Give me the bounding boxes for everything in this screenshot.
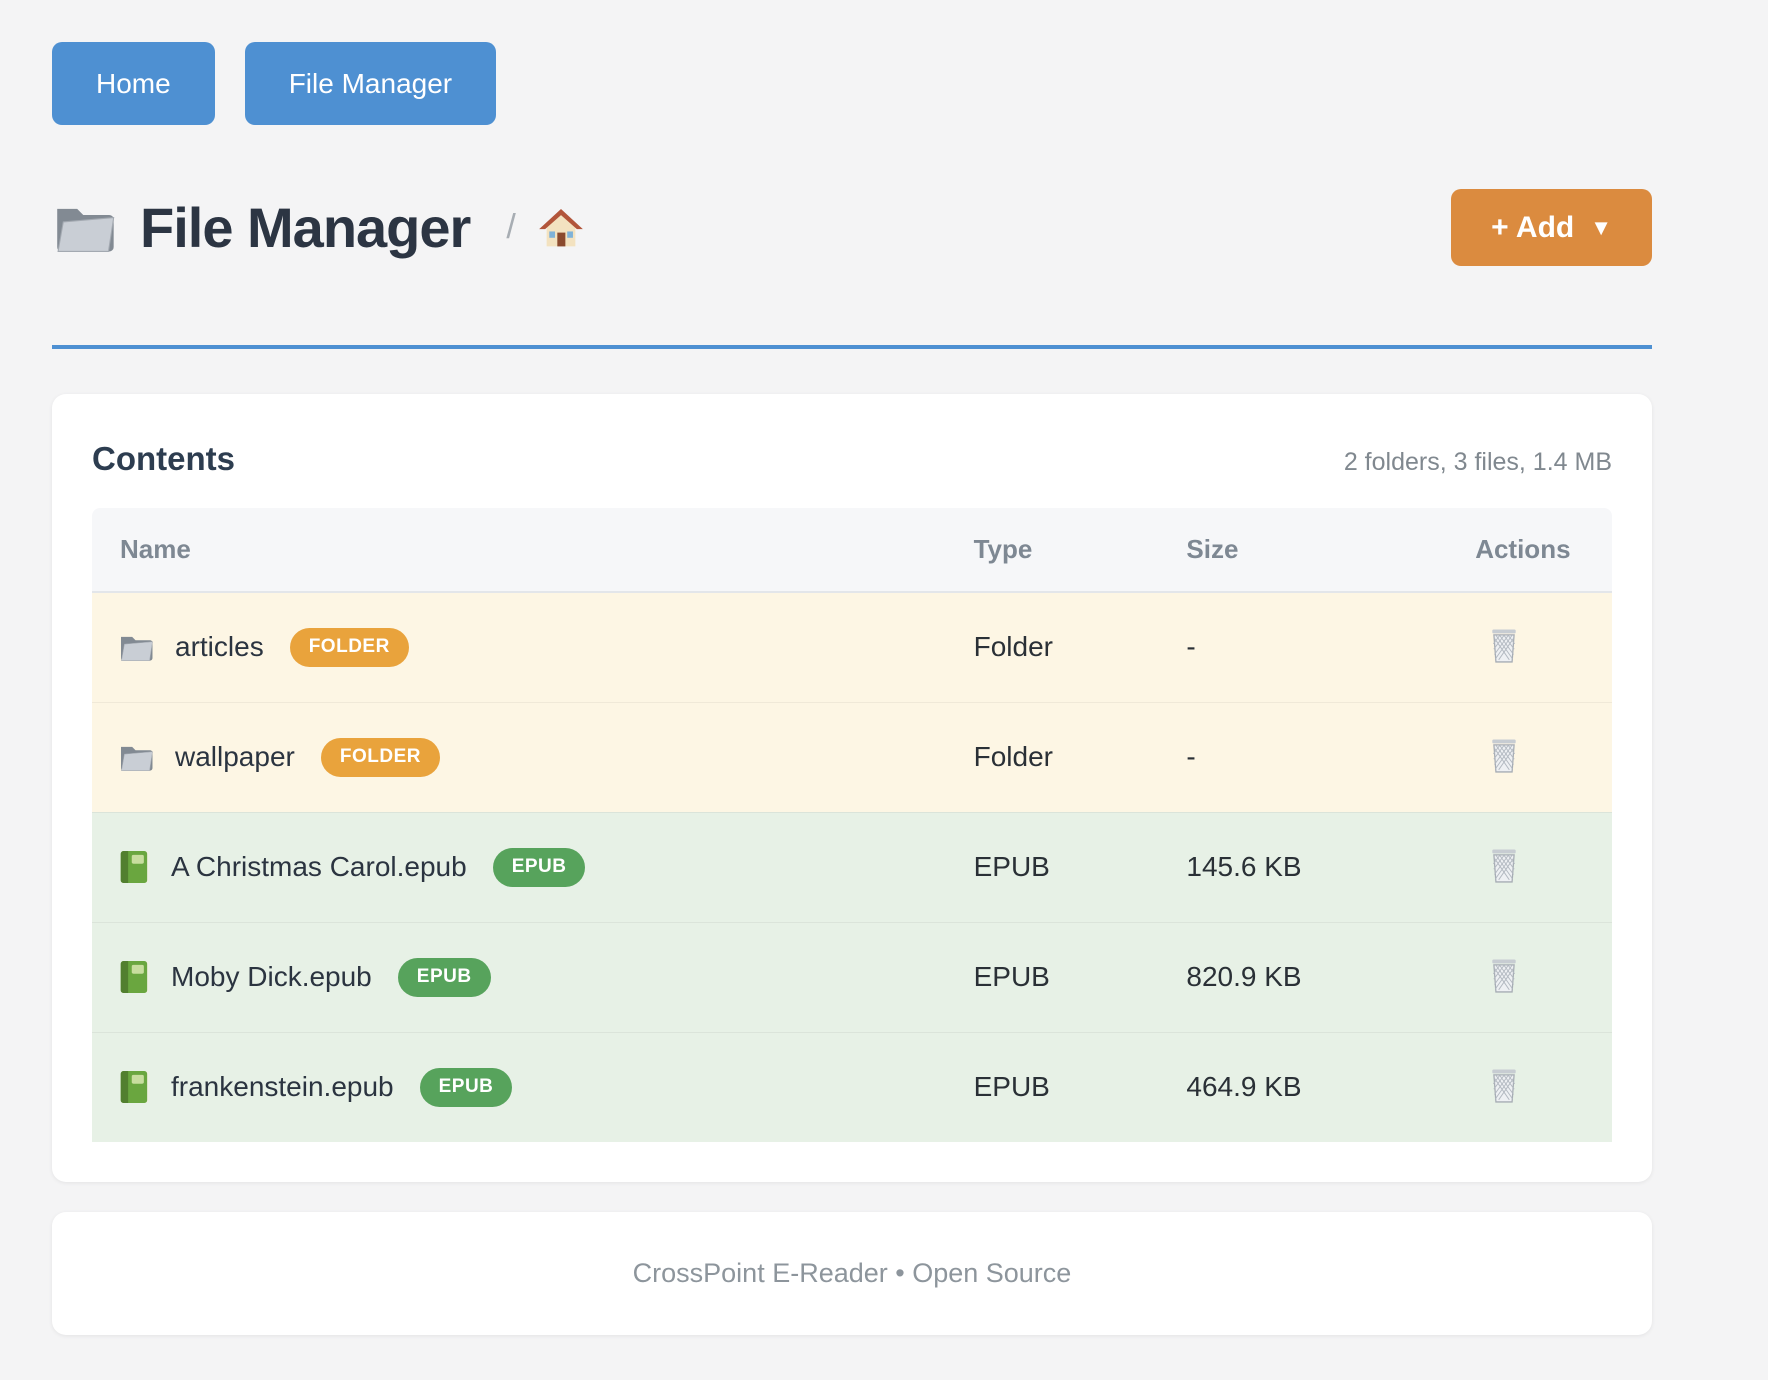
file-table: Name Type Size Actions xyxy=(92,508,1612,1142)
file-type-badge: FOLDER xyxy=(289,627,409,667)
column-header-size: Size xyxy=(1186,508,1476,593)
column-header-name: Name xyxy=(92,508,974,593)
open-folder-icon xyxy=(52,200,118,256)
file-size: 464.9 KB xyxy=(1186,1031,1476,1142)
nav-button-file-manager[interactable]: File Manager xyxy=(244,42,497,125)
book-icon xyxy=(118,849,151,885)
trash-icon xyxy=(1489,849,1519,883)
delete-button[interactable] xyxy=(1485,625,1523,667)
file-size: 820.9 KB xyxy=(1186,921,1476,1032)
page: Home File Manager File Manager / xyxy=(52,0,1652,1335)
folder-icon xyxy=(118,632,155,663)
file-size: - xyxy=(1186,701,1476,812)
caret-down-icon: ▼ xyxy=(1590,214,1612,240)
book-icon xyxy=(118,1069,151,1105)
trash-icon xyxy=(1489,629,1519,663)
footer-card: CrossPoint E-Reader • Open Source xyxy=(52,1212,1652,1335)
file-type: Folder xyxy=(973,701,1187,812)
delete-button[interactable] xyxy=(1485,735,1523,777)
add-button[interactable]: + Add ▼ xyxy=(1451,189,1652,266)
trash-icon xyxy=(1489,739,1519,773)
file-type-badge: FOLDER xyxy=(320,737,440,777)
table-row[interactable]: articles FOLDER Folder - xyxy=(92,592,1612,702)
file-type-badge: EPUB xyxy=(397,957,491,997)
file-name: wallpaper xyxy=(175,741,295,772)
file-table-body: articles FOLDER Folder - xyxy=(92,592,1612,1142)
breadcrumb-separator: / xyxy=(506,208,516,246)
file-type: EPUB xyxy=(973,921,1187,1032)
trash-icon xyxy=(1489,959,1519,993)
file-type: EPUB xyxy=(973,1031,1187,1142)
delete-button[interactable] xyxy=(1485,1065,1523,1107)
contents-heading: Contents xyxy=(92,440,235,477)
column-header-actions: Actions xyxy=(1475,508,1612,593)
page-header: File Manager / + Add ▼ xyxy=(52,189,1652,349)
table-row[interactable]: A Christmas Carol.epub EPUB EPUB 145.6 K… xyxy=(92,811,1612,922)
contents-summary: 2 folders, 3 files, 1.4 MB xyxy=(1343,448,1612,476)
table-row[interactable]: wallpaper FOLDER Folder - xyxy=(92,701,1612,812)
book-icon xyxy=(118,959,151,995)
file-size: - xyxy=(1186,592,1476,702)
file-name: frankenstein.epub xyxy=(171,1071,394,1103)
delete-button[interactable] xyxy=(1485,955,1523,997)
delete-button[interactable] xyxy=(1485,845,1523,887)
file-name: A Christmas Carol.epub xyxy=(171,851,467,882)
table-row[interactable]: frankenstein.epub EPUB EPUB 464.9 KB xyxy=(92,1031,1612,1142)
file-type-badge: EPUB xyxy=(492,847,586,887)
file-size: 145.6 KB xyxy=(1186,811,1476,922)
nav-button-home[interactable]: Home xyxy=(52,42,215,125)
file-name: Moby Dick.epub xyxy=(171,961,372,992)
folder-icon xyxy=(118,742,155,773)
trash-icon xyxy=(1489,1069,1519,1103)
table-row[interactable]: Moby Dick.epub EPUB EPUB 820.9 KB xyxy=(92,921,1612,1032)
house-icon[interactable] xyxy=(538,207,584,249)
table-header-row: Name Type Size Actions xyxy=(92,508,1612,593)
add-button-label: + Add xyxy=(1491,210,1575,244)
file-name: articles xyxy=(175,631,264,663)
file-type-badge: EPUB xyxy=(419,1067,513,1107)
file-type: Folder xyxy=(973,592,1187,702)
footer-text: CrossPoint E-Reader • Open Source xyxy=(632,1258,1072,1288)
top-nav: Home File Manager xyxy=(52,0,1652,125)
file-type: EPUB xyxy=(973,811,1187,922)
page-title: File Manager xyxy=(140,196,471,259)
contents-card: Contents 2 folders, 3 files, 1.4 MB Name… xyxy=(52,394,1652,1182)
column-header-type: Type xyxy=(973,508,1187,593)
